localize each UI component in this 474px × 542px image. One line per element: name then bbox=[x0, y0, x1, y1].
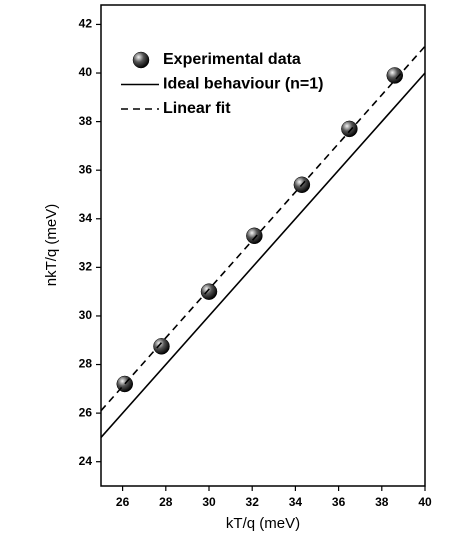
x-tick-label: 30 bbox=[202, 495, 216, 509]
legend-item: Experimental data bbox=[132, 51, 301, 69]
y-tick-label: 40 bbox=[79, 65, 93, 79]
plot-frame bbox=[100, 4, 426, 487]
y-tick-label: 24 bbox=[79, 454, 93, 468]
y-tick-label: 28 bbox=[79, 357, 93, 371]
data-point bbox=[200, 283, 218, 300]
legend-item: Ideal behaviour (n=1) bbox=[121, 76, 323, 93]
y-tick-label: 42 bbox=[79, 17, 93, 31]
y-axis-label: nkT/q (meV) bbox=[43, 204, 60, 287]
y-tick-label: 30 bbox=[79, 308, 93, 322]
data-point bbox=[386, 67, 404, 84]
legend-marker bbox=[132, 51, 150, 69]
y-tick-label: 36 bbox=[79, 162, 93, 176]
x-tick-label: 28 bbox=[159, 495, 173, 509]
legend-label: Linear fit bbox=[163, 100, 231, 117]
legend-label: Experimental data bbox=[163, 51, 301, 68]
y-tick-label: 26 bbox=[79, 405, 93, 419]
x-tick-label: 32 bbox=[246, 495, 260, 509]
data-point bbox=[153, 338, 170, 355]
legend-label: Ideal behaviour (n=1) bbox=[163, 76, 323, 93]
data-point bbox=[246, 227, 263, 245]
line bbox=[100, 45, 426, 412]
x-tick-label: 40 bbox=[418, 495, 432, 509]
line bbox=[100, 72, 426, 438]
x-tick-label: 38 bbox=[375, 495, 389, 509]
y-tick-label: 38 bbox=[79, 114, 93, 128]
x-axis-label: kT/q (meV) bbox=[226, 515, 300, 532]
x-tick-label: 34 bbox=[289, 495, 303, 509]
y-tick-label: 32 bbox=[79, 260, 93, 274]
legend-item: Linear fit bbox=[121, 100, 231, 117]
x-tick-label: 26 bbox=[116, 495, 130, 509]
data-point bbox=[341, 120, 358, 138]
y-tick-label: 34 bbox=[79, 211, 93, 225]
x-tick-label: 36 bbox=[332, 495, 346, 509]
